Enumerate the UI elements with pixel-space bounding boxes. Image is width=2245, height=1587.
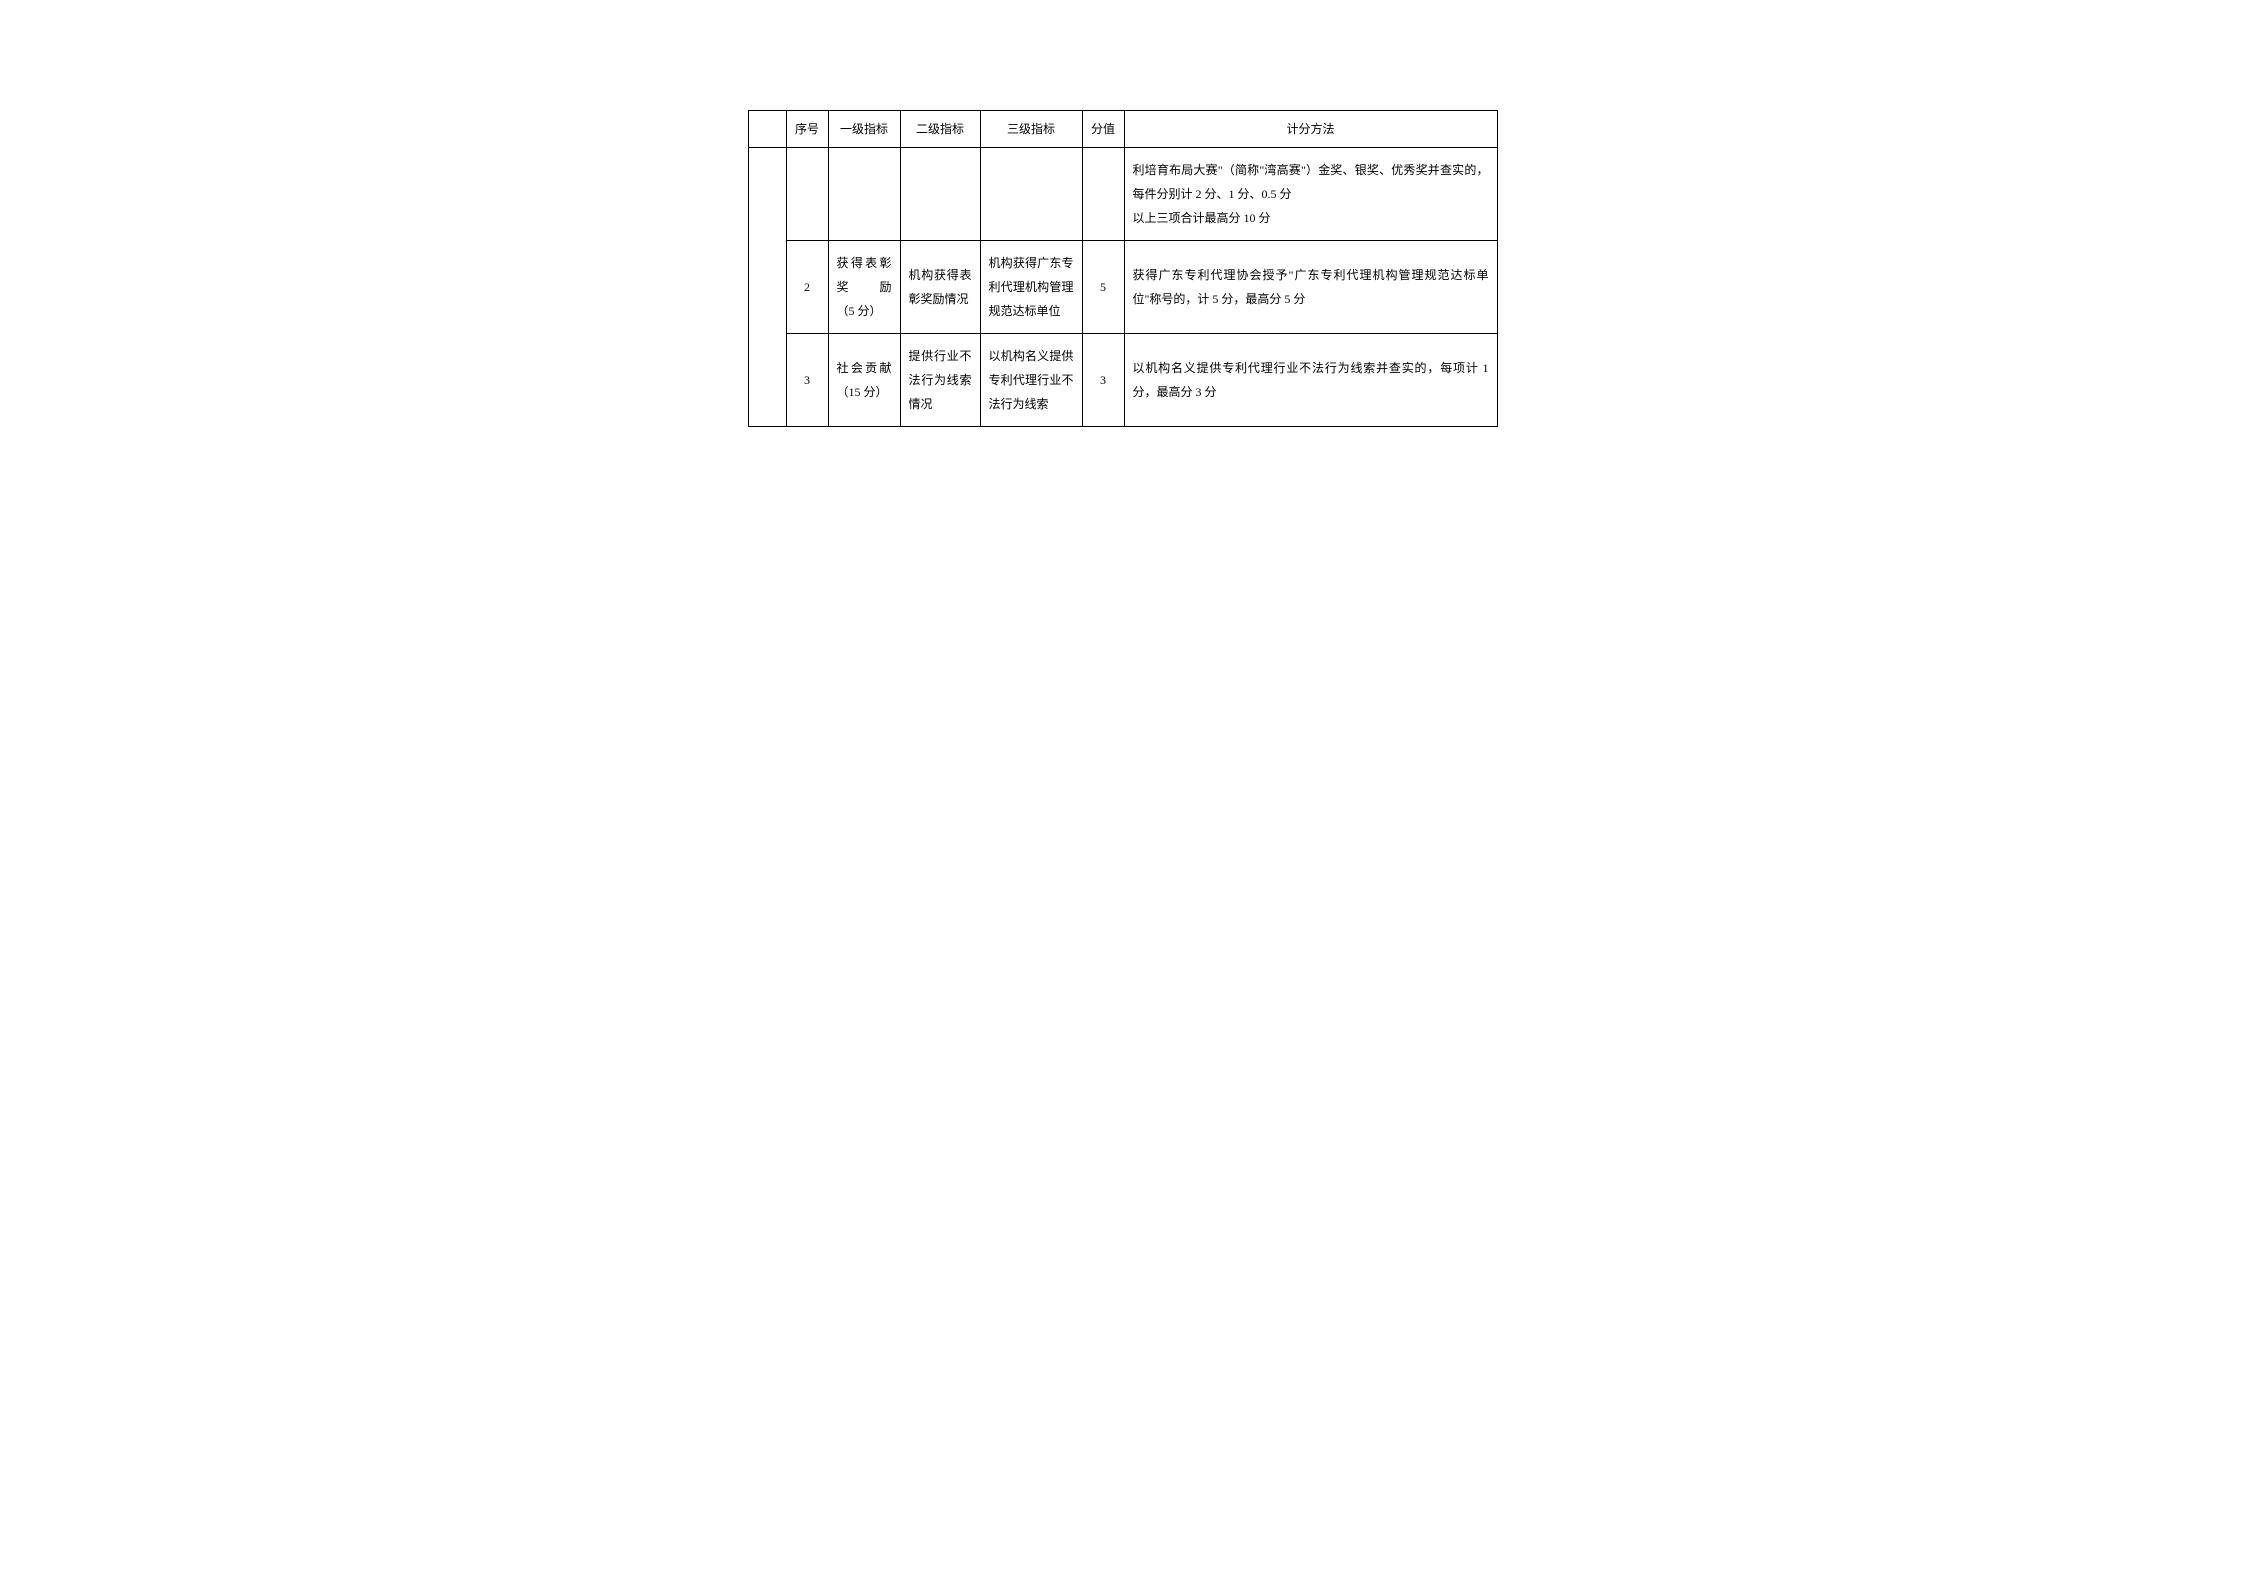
cell-method: 获得广东专利代理协会授予"广东专利代理机构管理规范达标单位"称号的，计 5 分，… bbox=[1124, 241, 1497, 334]
table-row: 利培育布局大赛"（简称"湾高赛"）金奖、银奖、优秀奖并查实的，每件分别计 2 分… bbox=[748, 148, 1497, 241]
table-row: 3 社会贡献（15 分） 提供行业不法行为线索情况 以机构名义提供专利代理行业不… bbox=[748, 334, 1497, 427]
header-seq: 序号 bbox=[786, 111, 828, 148]
header-blank bbox=[748, 111, 786, 148]
cell-l1: 获得表彰奖 励（5 分） bbox=[828, 241, 900, 334]
cell-l3: 机构获得广东专利代理机构管理规范达标单位 bbox=[980, 241, 1082, 334]
cell-method: 以机构名义提供专利代理行业不法行为线索并查实的，每项计 1 分，最高分 3 分 bbox=[1124, 334, 1497, 427]
cell-l2: 提供行业不法行为线索情况 bbox=[900, 334, 980, 427]
cell-method: 利培育布局大赛"（简称"湾高赛"）金奖、银奖、优秀奖并查实的，每件分别计 2 分… bbox=[1124, 148, 1497, 241]
document-page: 序号 一级指标 二级指标 三级指标 分值 计分方法 利培育布局大赛"（简称"湾高… bbox=[748, 110, 1498, 427]
header-level1: 一级指标 bbox=[828, 111, 900, 148]
header-level2: 二级指标 bbox=[900, 111, 980, 148]
cell-seq bbox=[786, 148, 828, 241]
table-row: 2 获得表彰奖 励（5 分） 机构获得表彰奖励情况 机构获得广东专利代理机构管理… bbox=[748, 241, 1497, 334]
cell-score: 3 bbox=[1082, 334, 1124, 427]
cell-l1: 社会贡献（15 分） bbox=[828, 334, 900, 427]
cell-l3 bbox=[980, 148, 1082, 241]
cell-seq: 2 bbox=[786, 241, 828, 334]
cell-l2: 机构获得表彰奖励情况 bbox=[900, 241, 980, 334]
header-method: 计分方法 bbox=[1124, 111, 1497, 148]
header-score: 分值 bbox=[1082, 111, 1124, 148]
cell-l2 bbox=[900, 148, 980, 241]
cell-score bbox=[1082, 148, 1124, 241]
cell-score: 5 bbox=[1082, 241, 1124, 334]
blank-cell bbox=[748, 148, 786, 427]
cell-l1 bbox=[828, 148, 900, 241]
header-level3: 三级指标 bbox=[980, 111, 1082, 148]
cell-seq: 3 bbox=[786, 334, 828, 427]
cell-l3: 以机构名义提供专利代理行业不法行为线索 bbox=[980, 334, 1082, 427]
table-header-row: 序号 一级指标 二级指标 三级指标 分值 计分方法 bbox=[748, 111, 1497, 148]
scoring-table: 序号 一级指标 二级指标 三级指标 分值 计分方法 利培育布局大赛"（简称"湾高… bbox=[748, 110, 1498, 427]
